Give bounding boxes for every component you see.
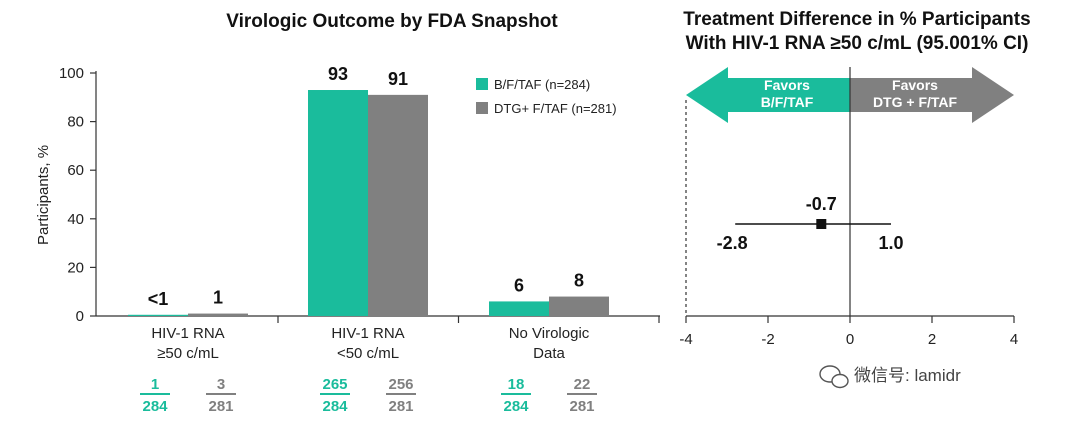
treatment-difference-chart: Treatment Difference in % Participants W… [679,9,1031,389]
right-arrow-label-line2: DTG + F/TAF [873,94,958,110]
forest-title-line1: Treatment Difference in % Participants [683,9,1030,30]
point-estimate-marker [816,219,827,229]
ci-lower-label: -2.8 [717,233,748,253]
fraction-denominator: 284 [503,398,529,415]
legend-swatch [476,102,488,114]
fraction-denominator: 281 [208,398,233,415]
bar-value-label: 91 [388,69,408,89]
fraction-denominator: 284 [322,398,348,415]
bar-value-label: 8 [574,271,584,291]
forest-tick-label: 4 [1010,331,1018,348]
ci-upper-label: 1.0 [878,233,903,253]
forest-axes: -4 -2 0 2 4 [679,67,1018,348]
watermark: 微信号: lamidr [819,365,961,389]
forest-tick-label: -4 [679,331,692,348]
bar [549,296,609,316]
fraction-numerator: 22 [574,376,591,393]
category-label-line1: No Virologic [509,325,590,342]
left-arrow-label-line2: B/F/TAF [761,94,814,110]
category-labels: HIV-1 RNA ≥50 c/mL HIV-1 RNA <50 c/mL No Vir… [151,325,589,362]
y-tick-label: 0 [76,308,84,325]
legend: B/F/TAF (n=284) DTG+ F/TAF (n=281) [476,77,617,116]
fraction-numerator: 3 [217,376,225,393]
y-tick-label: 80 [67,114,84,131]
y-tick-label: 60 [67,162,84,179]
fraction-denominator: 281 [388,398,413,415]
forest-tick-label: -2 [761,331,774,348]
y-tick-label: 100 [59,65,84,82]
point-estimate-label: -0.7 [806,194,837,214]
fraction-numerator: 1 [151,376,159,393]
bar-value-label: 1 [213,288,223,308]
bar [368,94,428,317]
fraction-labels: 1 284 3 281 265 284 256 281 18 284 22 281 [140,376,597,415]
virologic-outcome-chart: Virologic Outcome by FDA Snapshot Partic… [35,11,660,415]
bar [489,301,549,316]
fraction-denominator: 281 [569,398,594,415]
forest-tick-label: 0 [846,331,854,348]
legend-swatch [476,78,488,90]
left-arrow-label-line1: Favors [764,77,810,93]
category-label-line2: Data [533,345,565,362]
forest-title-line2: With HIV-1 RNA ≥50 c/mL (95.001% CI) [686,33,1029,54]
fraction-numerator: 265 [322,376,347,393]
category-label-line2: ≥50 c/mL [157,345,219,362]
forest-tick-label: 2 [928,331,936,348]
forest-marks: -0.7 -2.8 1.0 [717,194,904,253]
bar-value-label: 93 [328,64,348,84]
category-label-line2: <50 c/mL [337,345,399,362]
bar-marks: <1 1 93 91 6 8 [128,64,609,317]
bar-value-label: <1 [148,289,169,309]
category-label-line1: HIV-1 RNA [331,325,404,342]
bar-chart-title: Virologic Outcome by FDA Snapshot [226,11,558,32]
bar [128,314,188,316]
favors-left-arrow [686,67,850,123]
right-arrow-label-line1: Favors [892,77,938,93]
legend-label: B/F/TAF (n=284) [494,77,590,92]
watermark-text: 微信号: lamidr [854,366,961,385]
bar-value-label: 6 [514,275,524,295]
category-label-line1: HIV-1 RNA [151,325,224,342]
legend-label: DTG+ F/TAF (n=281) [494,101,617,116]
y-tick-label: 20 [67,259,84,276]
y-tick-label: 40 [67,211,84,228]
fraction-numerator: 256 [388,376,413,393]
fraction-denominator: 284 [142,398,168,415]
bar [308,90,368,316]
bar [188,313,248,316]
y-axis-label: Participants, % [35,145,52,245]
fraction-numerator: 18 [508,376,525,393]
favors-right-arrow [850,67,1014,123]
wechat-icon-bubble [831,373,849,389]
